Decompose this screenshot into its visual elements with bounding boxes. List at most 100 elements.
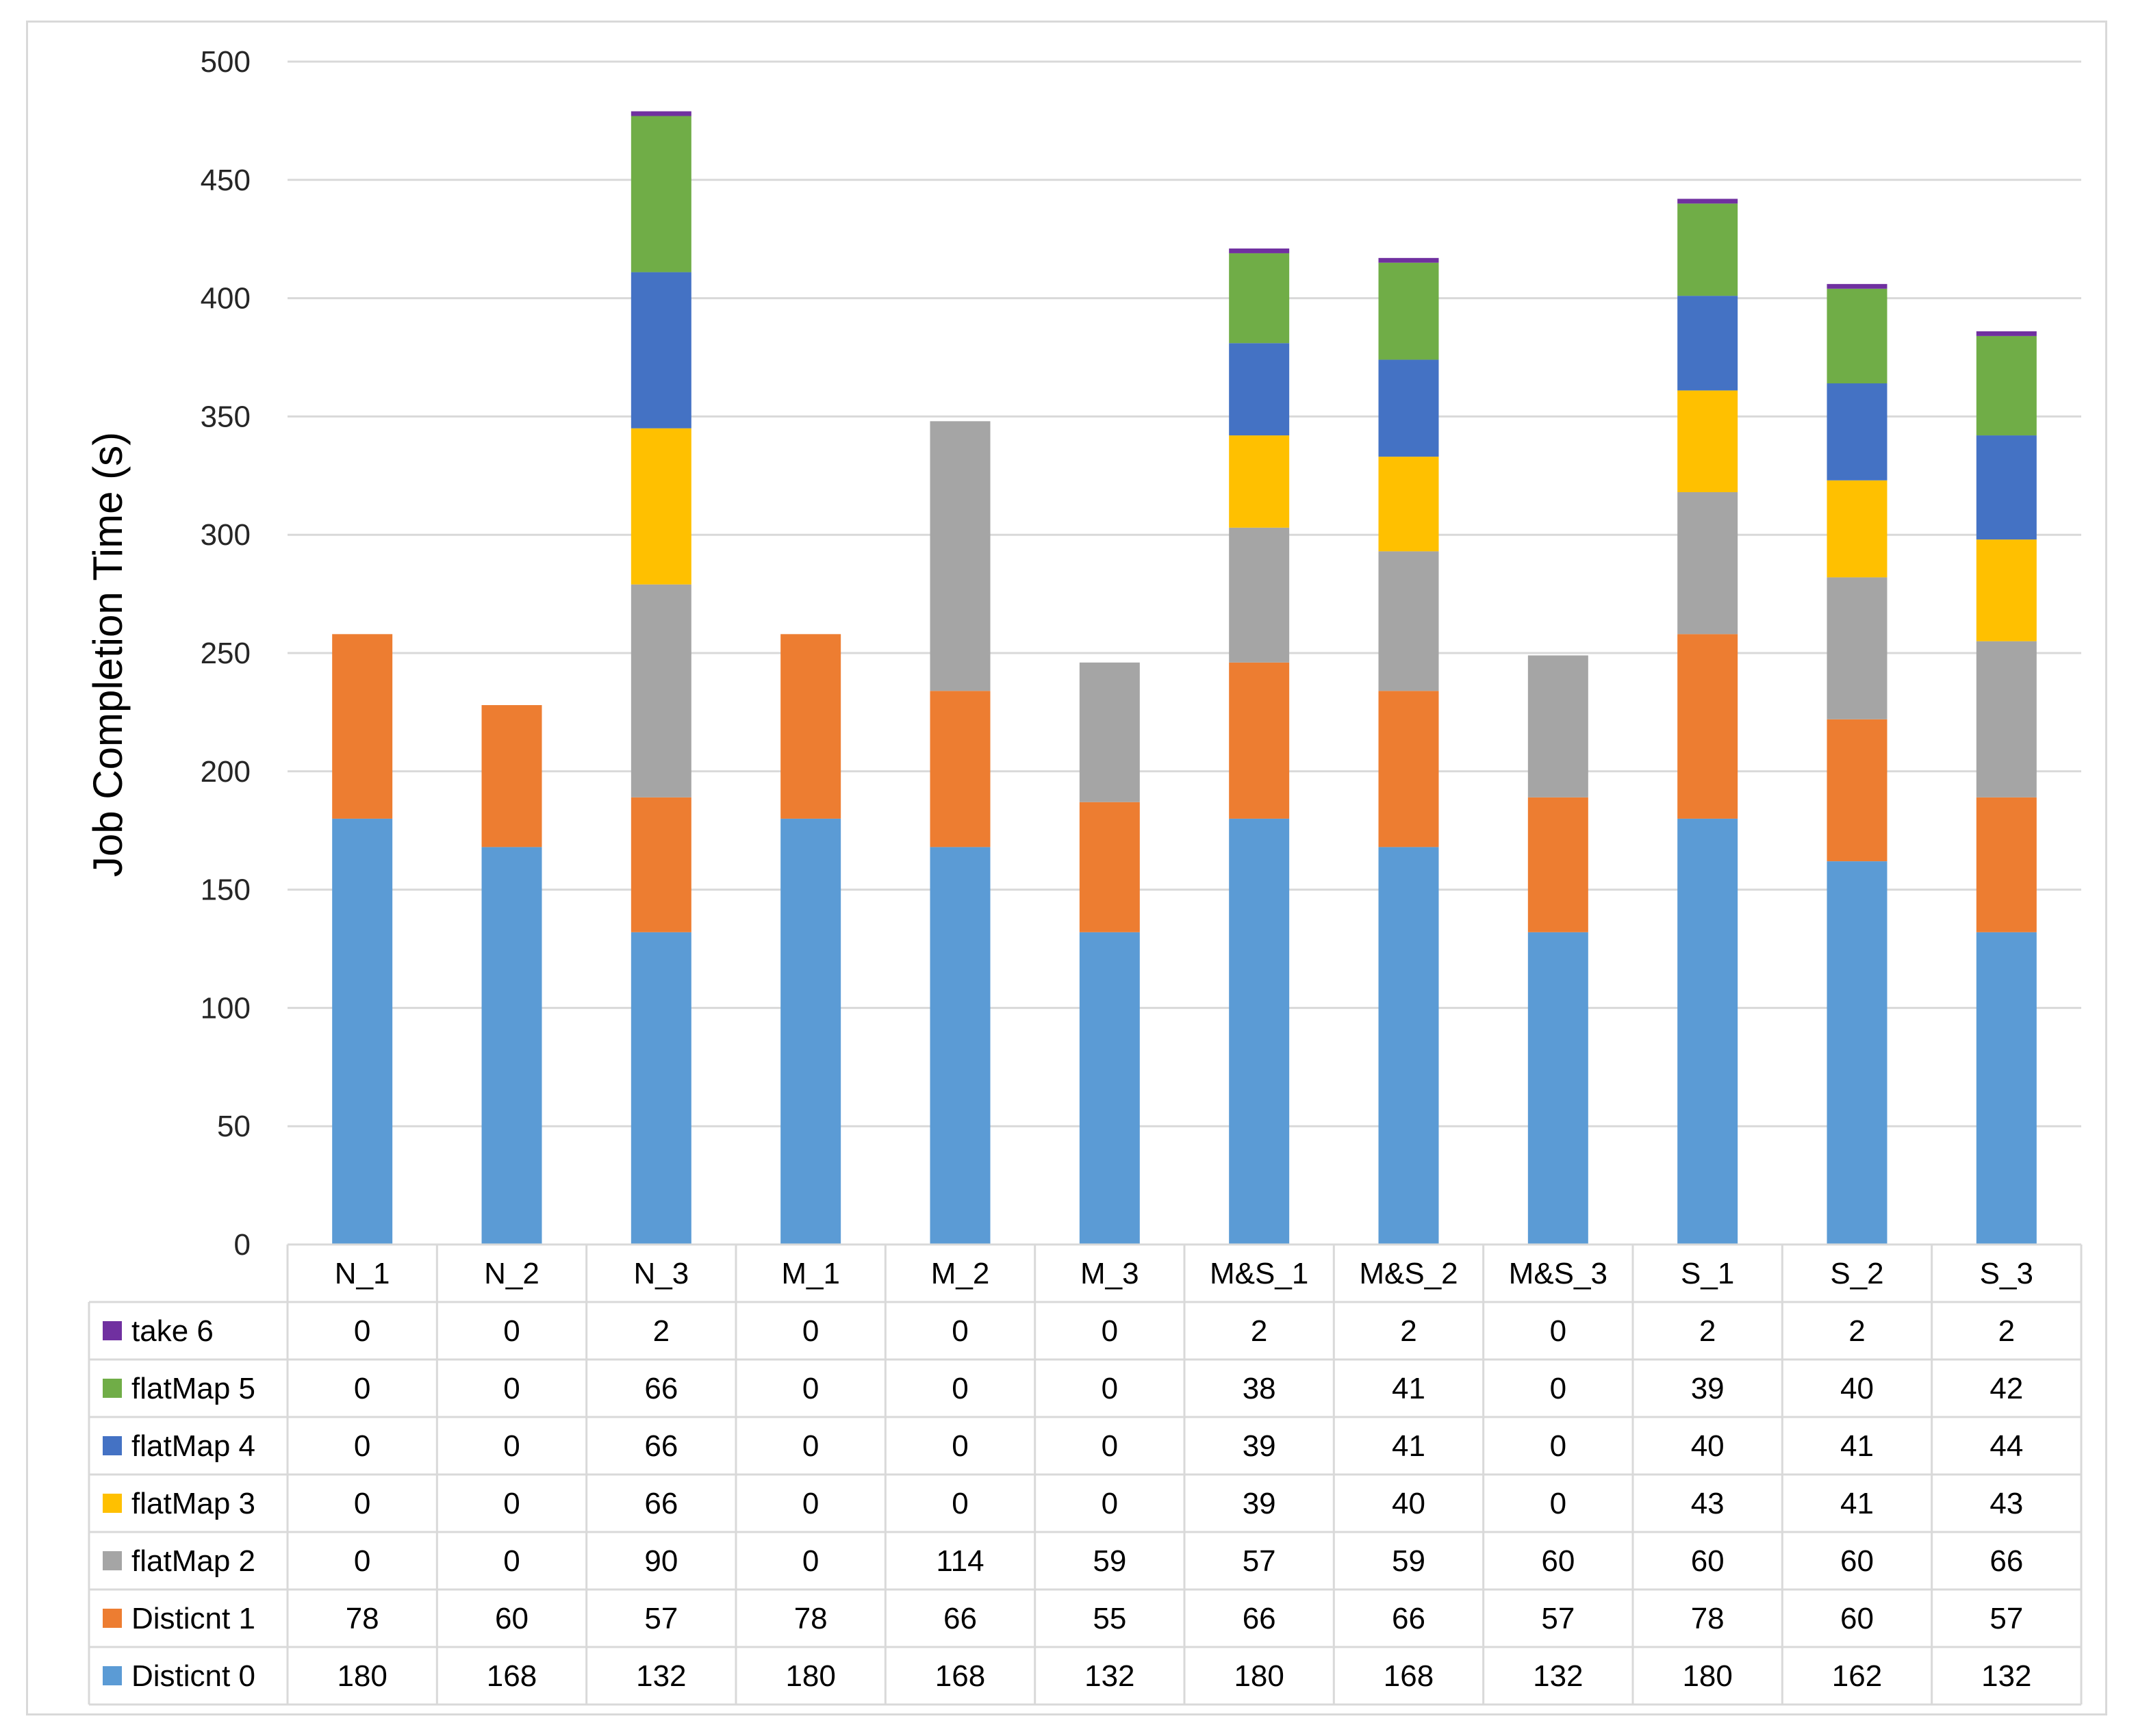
legend-label: take 6 — [131, 1314, 214, 1348]
data-label: 0 — [354, 1429, 370, 1463]
data-label: 0 — [1102, 1372, 1118, 1405]
bar-segment — [1229, 343, 1290, 436]
data-label: 60 — [1840, 1544, 1874, 1578]
bar-segment — [332, 818, 393, 1244]
data-label: 59 — [1093, 1544, 1126, 1578]
legend-label: flatMap 5 — [131, 1372, 255, 1405]
data-label: 90 — [644, 1544, 678, 1578]
data-label: 0 — [952, 1429, 968, 1463]
data-label: 40 — [1691, 1429, 1725, 1463]
bar-segment — [1378, 257, 1439, 263]
data-label: 0 — [1550, 1314, 1566, 1348]
y-tick-label: 300 — [201, 518, 251, 552]
bar-segment — [1677, 492, 1738, 635]
category-label: M&S_3 — [1509, 1257, 1607, 1290]
bar-segment — [1827, 288, 1887, 384]
y-tick-label: 200 — [201, 755, 251, 789]
data-label: 168 — [487, 1659, 537, 1693]
data-label: 60 — [1541, 1544, 1575, 1578]
data-label: 57 — [1989, 1602, 2023, 1635]
data-label: 66 — [644, 1429, 678, 1463]
data-label: 132 — [636, 1659, 686, 1693]
data-label: 114 — [936, 1544, 984, 1578]
bar-segment — [1378, 847, 1439, 1244]
data-label: 0 — [503, 1372, 520, 1405]
data-label: 0 — [354, 1487, 370, 1520]
data-label: 0 — [952, 1487, 968, 1520]
legend-swatch — [103, 1321, 122, 1340]
data-label: 38 — [1243, 1372, 1276, 1405]
data-label: 57 — [1243, 1544, 1276, 1578]
category-label: M_3 — [1080, 1257, 1139, 1290]
data-label: 168 — [935, 1659, 985, 1693]
bar-segment — [1378, 359, 1439, 457]
bar-segment — [1229, 818, 1290, 1244]
bar-segment — [1827, 283, 1887, 289]
y-tick-label: 50 — [217, 1110, 251, 1143]
data-label: 0 — [952, 1372, 968, 1405]
data-label: 0 — [503, 1429, 520, 1463]
category-label: M&S_2 — [1359, 1257, 1458, 1290]
legend-swatch — [103, 1494, 122, 1513]
bar-segment — [930, 421, 991, 691]
data-label: 60 — [1840, 1602, 1874, 1635]
bar-segment — [1378, 551, 1439, 691]
data-label: 57 — [1541, 1602, 1575, 1635]
data-label: 60 — [1691, 1544, 1725, 1578]
y-tick-label: 500 — [201, 45, 251, 79]
bar-segment — [1079, 802, 1140, 932]
legend-swatch — [103, 1551, 122, 1570]
bar-segment — [1827, 480, 1887, 578]
bars — [332, 111, 2037, 1244]
data-label: 57 — [644, 1602, 678, 1635]
bar-segment — [780, 818, 841, 1244]
bar-segment — [1527, 797, 1588, 932]
data-label: 0 — [952, 1314, 968, 1348]
bar-segment — [1827, 719, 1887, 862]
bar-segment — [1976, 539, 2037, 641]
bar-segment — [1677, 203, 1738, 296]
y-tick-label: 250 — [201, 637, 251, 670]
bar-segment — [631, 428, 691, 585]
y-tick-label: 150 — [201, 873, 251, 907]
legend-swatch — [103, 1436, 122, 1455]
bar-segment — [631, 116, 691, 272]
gridlines — [288, 60, 2081, 1127]
data-label: 180 — [337, 1659, 387, 1693]
data-label: 132 — [1084, 1659, 1134, 1693]
bar-segment — [1677, 818, 1738, 1244]
bar-segment — [481, 705, 542, 847]
bar-segment — [1527, 655, 1588, 797]
data-label: 60 — [495, 1602, 529, 1635]
data-label: 132 — [1533, 1659, 1583, 1693]
bar-segment — [1677, 634, 1738, 819]
data-label: 0 — [1550, 1429, 1566, 1463]
bar-segment — [631, 797, 691, 932]
bar-segment — [631, 111, 691, 116]
bar-segment — [1229, 662, 1290, 819]
legend-label: flatMap 3 — [131, 1487, 255, 1520]
bar-segment — [930, 847, 991, 1244]
data-label: 0 — [802, 1314, 819, 1348]
bar-segment — [930, 691, 991, 847]
chart-frame — [26, 21, 2107, 1715]
legend-label: Disticnt 0 — [131, 1659, 255, 1693]
bar-segment — [1976, 641, 2037, 797]
bar-segment — [1378, 691, 1439, 847]
y-axis: 0 50 100 150 200 250 300 350 400 450 500 — [201, 45, 251, 1262]
category-label: S_3 — [1980, 1257, 2033, 1290]
bar-segment — [1677, 296, 1738, 391]
data-label: 41 — [1392, 1372, 1425, 1405]
y-tick-label: 0 — [234, 1228, 251, 1262]
category-label: M_2 — [931, 1257, 990, 1290]
data-label: 0 — [503, 1487, 520, 1520]
data-label: 2 — [1848, 1314, 1865, 1348]
category-label: N_2 — [484, 1257, 539, 1290]
data-label: 41 — [1840, 1429, 1874, 1463]
bar-segment — [631, 272, 691, 429]
category-label: N_3 — [633, 1257, 689, 1290]
data-label: 43 — [1691, 1487, 1725, 1520]
data-label: 0 — [1102, 1314, 1118, 1348]
data-label: 0 — [802, 1372, 819, 1405]
data-label: 66 — [1989, 1544, 2023, 1578]
